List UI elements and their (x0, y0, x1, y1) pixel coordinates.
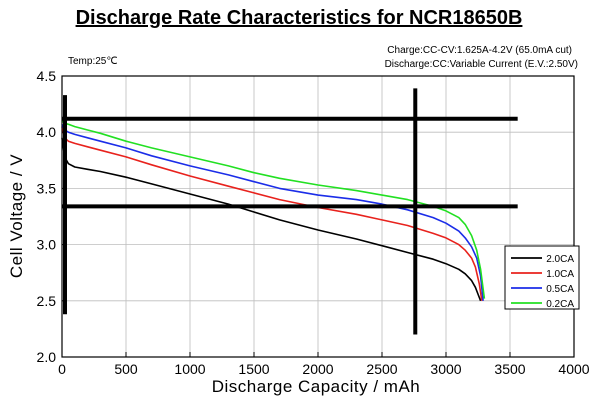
x-tick-label: 0 (58, 361, 66, 377)
temperature-note: Temp:25℃ (68, 56, 118, 67)
grid-lines (62, 76, 574, 357)
series-line-0.5CA (61, 123, 484, 301)
series-line-0.2CA (61, 120, 486, 299)
x-tick-label: 1500 (238, 361, 269, 377)
legend-label: 1.0CA (546, 269, 574, 280)
y-tick-label: 2.5 (37, 293, 57, 309)
series-lines (61, 120, 486, 302)
overlay-lines (62, 88, 518, 335)
chart-title: Discharge Rate Characteristics for NCR18… (76, 7, 523, 29)
x-tick-label: 3500 (494, 361, 525, 377)
x-tick-label: 500 (114, 361, 138, 377)
charge-condition-note: Charge:CC-CV:1.625A-4.2V (65.0mA cut) (387, 45, 572, 56)
x-axis-label: Discharge Capacity / mAh (212, 377, 421, 396)
x-tick-label: 4000 (558, 361, 589, 377)
y-axis-label: Cell Voltage / V (7, 154, 26, 278)
series-line-1.0CA (61, 126, 483, 301)
x-tick-label: 3000 (430, 361, 461, 377)
legend-label: 2.0CA (546, 254, 574, 265)
legend-label: 0.5CA (546, 284, 574, 295)
y-tick-label: 2.0 (37, 349, 57, 365)
legend-box (504, 245, 580, 310)
y-tick-label: 3.5 (37, 180, 57, 196)
discharge-condition-note: Discharge:CC:Variable Current (E.V.:2.50… (385, 59, 578, 70)
y-tick-label: 3.0 (37, 237, 57, 253)
x-tick-label: 2000 (302, 361, 333, 377)
series-line-2.0CA (61, 137, 482, 302)
x-tick-label: 1000 (174, 361, 205, 377)
x-tick-label: 2500 (366, 361, 397, 377)
legend: 2.0CA 1.0CA 0.5CA 0.2CA (504, 245, 580, 310)
y-tick-label: 4.0 (37, 124, 57, 140)
y-tick-label: 4.5 (37, 68, 57, 84)
axis-ticks: 0 500 1000 1500 2000 2500 3000 3500 4000 2.0 2.5 3.… (37, 68, 590, 377)
legend-label: 0.2CA (546, 299, 574, 310)
